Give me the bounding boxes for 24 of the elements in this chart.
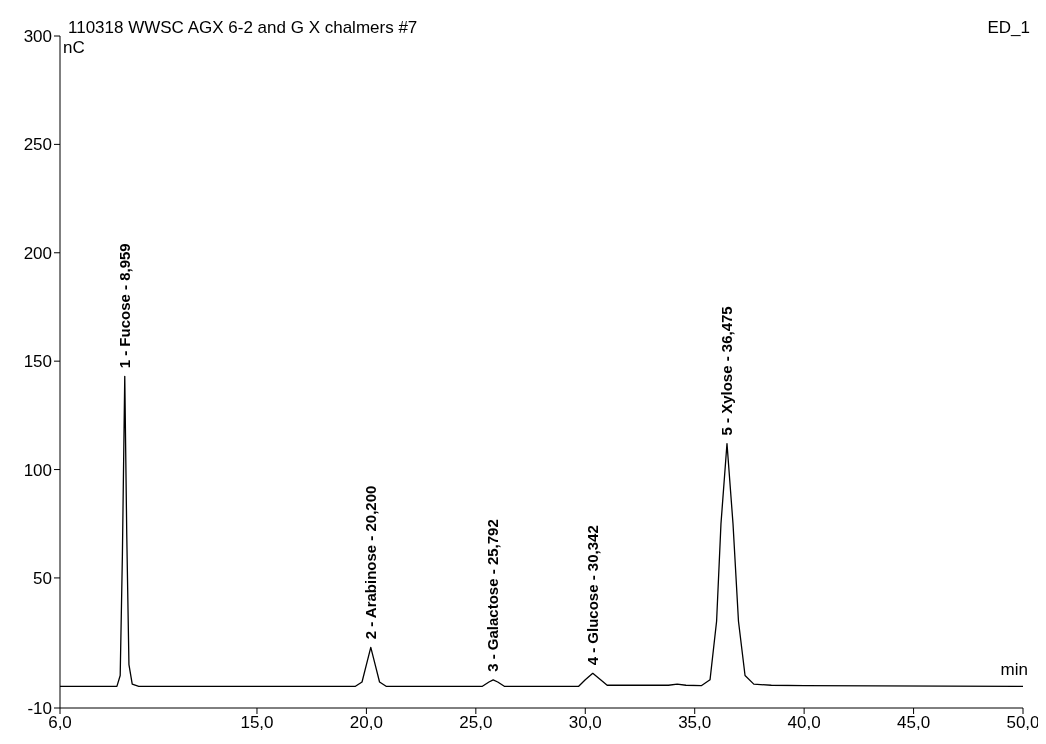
x-axis-title: min [1000, 660, 1028, 680]
x-tick-label: 15,0 [240, 713, 274, 733]
y-tick-label: 250 [23, 135, 52, 155]
x-tick-label: 20,0 [349, 713, 383, 733]
x-tick-label: 50,0 [1006, 713, 1040, 733]
x-tick-label: 30,0 [568, 713, 602, 733]
annotation: 1 - Fucose - 8,959 [116, 243, 134, 369]
y-tick-label: 200 [23, 243, 52, 263]
y-axis-title: nC [63, 38, 85, 58]
x-tick-label: 35,0 [678, 713, 712, 733]
x-tick-label: 25,0 [459, 713, 493, 733]
y-tick-label: 300 [23, 27, 52, 47]
annotation: ED_1 [987, 18, 1030, 38]
chart-title: 110318 WWSC AGX 6-2 and G X chalmers #7 [68, 18, 418, 38]
y-tick-label: 100 [23, 460, 52, 480]
annotation: 2 - Arabinose - 20,200 [362, 485, 380, 640]
x-tick-label: 6,0 [48, 713, 72, 733]
y-tick-label: 150 [23, 352, 52, 372]
annotation: 5 - Xylose - 36,475 [718, 306, 736, 436]
annotation: 3 - Galactose - 25,792 [484, 519, 502, 672]
y-tick-label: 50 [33, 568, 52, 588]
x-tick-label: 45,0 [897, 713, 931, 733]
x-tick-label: 40,0 [787, 713, 821, 733]
annotation: 4 - Glucose - 30,342 [584, 525, 602, 666]
